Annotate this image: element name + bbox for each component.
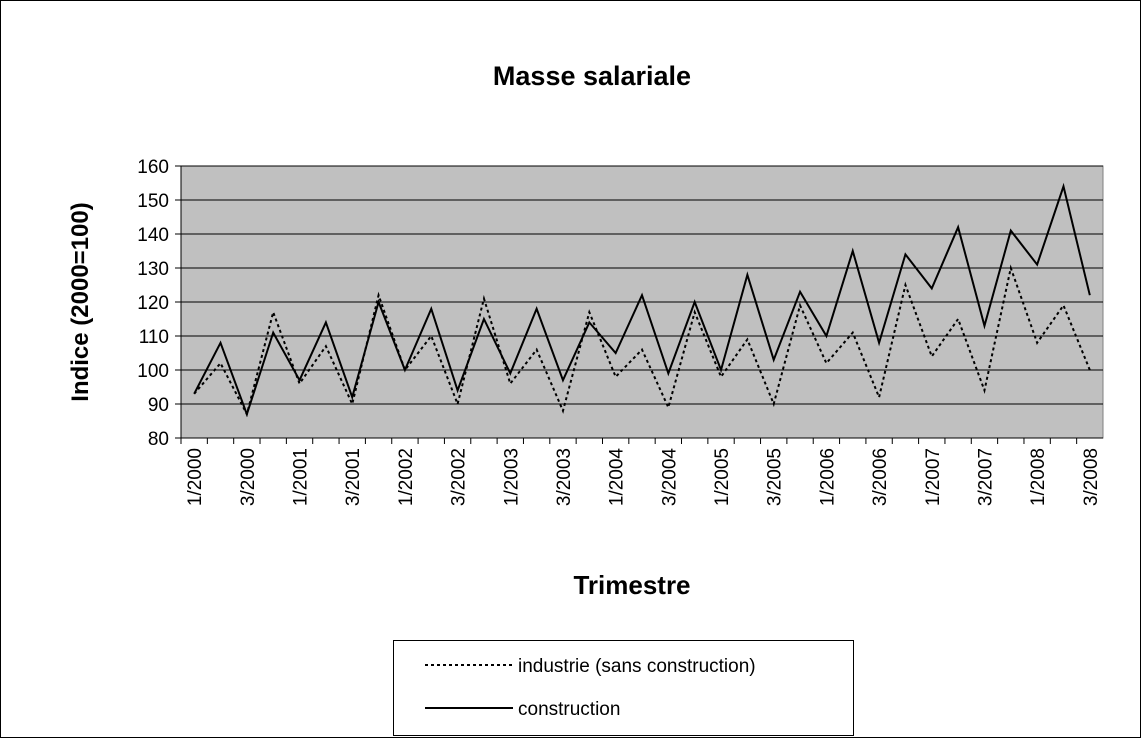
legend-label: construction [518, 699, 620, 720]
chart-title: Masse salariale [493, 61, 691, 91]
y-tick-label: 160 [137, 157, 169, 178]
x-tick-label: 3/2000 [238, 448, 259, 506]
x-tick-label: 3/2002 [449, 448, 470, 506]
x-tick-label: 1/2006 [817, 448, 838, 506]
y-tick-label: 100 [137, 361, 169, 382]
data-line [193, 182, 1091, 418]
data-line [193, 264, 1091, 417]
y-tick-label: 90 [148, 395, 169, 416]
y-tick-label: 150 [137, 191, 169, 212]
y-tick-label: 130 [137, 259, 169, 280]
x-axis-label: Trimestre [573, 570, 690, 600]
x-tick-label: 1/2005 [712, 448, 733, 506]
x-tick-label: 1/2001 [291, 448, 312, 506]
x-tick-label: 3/2006 [870, 448, 891, 506]
y-tick-label: 110 [139, 327, 169, 348]
x-tick-label: 1/2007 [923, 448, 944, 506]
x-tick-label: 3/2004 [659, 448, 680, 507]
y-tick-label: 140 [137, 225, 169, 246]
x-tick-label: 1/2003 [501, 448, 522, 506]
x-tick-label: 3/2007 [975, 448, 996, 506]
y-tick-label: 120 [137, 293, 169, 314]
x-tick-label: 1/2000 [185, 448, 206, 506]
x-tick-label: 3/2003 [554, 448, 575, 506]
x-tick-label: 1/2002 [396, 448, 417, 506]
legend [393, 640, 854, 736]
legend-label: industrie (sans construction) [518, 656, 756, 677]
y-axis-label: Indice (2000=100) [67, 202, 94, 401]
x-tick-label: 1/2008 [1028, 448, 1049, 506]
x-tick-label: 1/2004 [607, 448, 628, 507]
x-tick-label: 3/2001 [343, 448, 364, 506]
x-tick-label: 3/2005 [765, 448, 786, 506]
x-tick-label: 3/2008 [1081, 448, 1102, 506]
y-tick-label: 80 [148, 429, 169, 450]
